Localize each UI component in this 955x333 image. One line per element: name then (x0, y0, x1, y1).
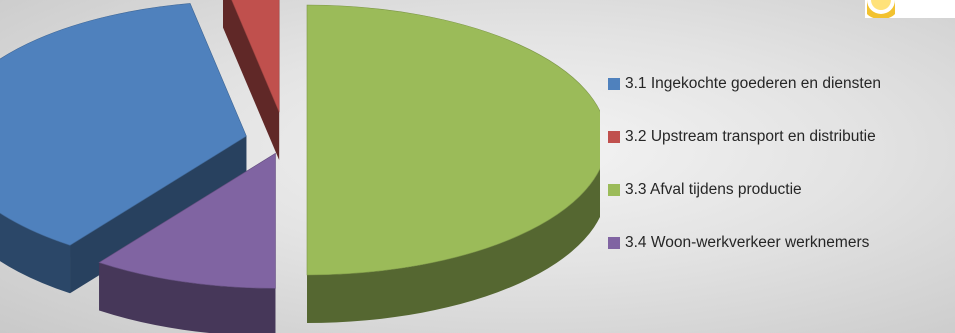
legend-item-3-4: 3.4 Woon-werkverkeer werknemers (608, 229, 881, 256)
pie-tops (0, 0, 600, 289)
pie-slice-3-2 (222, 0, 280, 161)
legend-swatch-3-2 (608, 130, 620, 143)
pie-slice-top-3-3 (306, 4, 600, 276)
pie-chart (0, 0, 600, 333)
legend-label-3-4: 3.4 Woon-werkverkeer werknemers (625, 233, 870, 251)
legend-label-3-2: 3.2 Upstream transport en distributie (625, 127, 876, 145)
pie-slice-top-3-1 (0, 3, 247, 246)
pie-slice-top-3-2 (231, 0, 280, 113)
pie-slice-3-3 (307, 168, 600, 323)
legend-swatch-3-3 (608, 183, 620, 196)
legend-item-3-2: 3.2 Upstream transport en distributie (608, 123, 881, 150)
legend-label-3-1: 3.1 Ingekochte goederen en diensten (625, 74, 881, 92)
legend-item-3-1: 3.1 Ingekochte goederen en diensten (608, 70, 881, 97)
legend-swatch-3-1 (608, 77, 620, 90)
legend-item-3-3: 3.3 Afval tijdens productie (608, 176, 881, 203)
legend-swatch-3-4 (608, 236, 620, 249)
legend: 3.1 Ingekochte goederen en diensten 3.2 … (608, 70, 881, 282)
legend-label-3-3: 3.3 Afval tijdens productie (625, 180, 802, 198)
coin-icon (865, 0, 955, 18)
pie-slice-top-3-4 (98, 152, 276, 289)
